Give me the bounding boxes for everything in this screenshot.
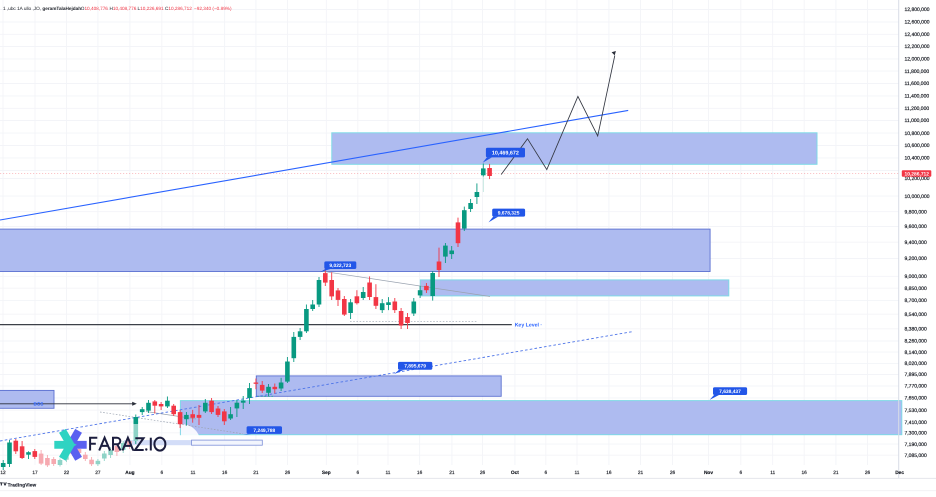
svg-text:Sep: Sep bbox=[322, 470, 331, 476]
svg-text:8,020,000: 8,020,000 bbox=[905, 361, 927, 367]
svg-text:26: 26 bbox=[285, 470, 291, 476]
svg-text:6: 6 bbox=[544, 470, 547, 476]
svg-text:11,400,000: 11,400,000 bbox=[905, 94, 930, 100]
svg-text:17: 17 bbox=[32, 470, 38, 476]
svg-text:11: 11 bbox=[191, 470, 196, 476]
svg-text:16: 16 bbox=[222, 470, 228, 476]
svg-text:12,800,000: 12,800,000 bbox=[905, 7, 930, 13]
svg-text:10,400,000: 10,400,000 bbox=[905, 156, 930, 162]
svg-text:11: 11 bbox=[386, 470, 391, 476]
svg-text:7,410,000: 7,410,000 bbox=[905, 420, 927, 426]
svg-text:9,800,000: 9,800,000 bbox=[905, 209, 927, 215]
svg-text:7,770,000: 7,770,000 bbox=[905, 384, 927, 390]
svg-text:16: 16 bbox=[802, 470, 808, 476]
svg-text:11: 11 bbox=[770, 470, 775, 476]
svg-text:11: 11 bbox=[575, 470, 580, 476]
svg-text:10,469,672: 10,469,672 bbox=[492, 151, 519, 157]
svg-text:1 ,ubc 1A ullo ,JO, geramTalaH: 1 ,ubc 1A ullo ,JO, geramTalaHejdahO10,4… bbox=[3, 6, 232, 11]
svg-text:Key Level ·: Key Level · bbox=[515, 323, 543, 329]
svg-text:7,190,000: 7,190,000 bbox=[905, 442, 927, 448]
svg-text:11,000,000: 11,000,000 bbox=[905, 118, 930, 124]
svg-text:8,380,000: 8,380,000 bbox=[905, 327, 927, 333]
svg-text:6: 6 bbox=[356, 470, 359, 476]
svg-text:11,600,000: 11,600,000 bbox=[905, 81, 930, 87]
svg-text:8,540,000: 8,540,000 bbox=[905, 312, 927, 318]
svg-text:10,600,000: 10,600,000 bbox=[905, 143, 930, 149]
svg-text:Oct: Oct bbox=[511, 470, 519, 476]
svg-text:21: 21 bbox=[253, 470, 259, 476]
svg-text:21: 21 bbox=[638, 470, 644, 476]
svg-text:12,600,000: 12,600,000 bbox=[905, 20, 930, 26]
svg-text:10,286,712: 10,286,712 bbox=[905, 171, 930, 177]
svg-text:9,200,000: 9,200,000 bbox=[905, 256, 927, 262]
svg-text:8,700,000: 8,700,000 bbox=[905, 298, 927, 304]
svg-text:7,650,000: 7,650,000 bbox=[905, 396, 927, 402]
svg-text:6: 6 bbox=[739, 470, 742, 476]
svg-text:Nov: Nov bbox=[704, 470, 713, 476]
svg-text:16: 16 bbox=[417, 470, 423, 476]
svg-text:7,085,000: 7,085,000 bbox=[905, 453, 927, 459]
svg-text:8,850,000: 8,850,000 bbox=[905, 286, 927, 292]
svg-text:26: 26 bbox=[670, 470, 676, 476]
svg-text:26: 26 bbox=[480, 470, 486, 476]
svg-text:Dec: Dec bbox=[895, 470, 904, 476]
svg-text:7,895,000: 7,895,000 bbox=[905, 372, 927, 378]
svg-text:22: 22 bbox=[64, 470, 70, 476]
svg-text:8,140,000: 8,140,000 bbox=[905, 350, 927, 356]
svg-text:7,300,000: 7,300,000 bbox=[905, 431, 927, 437]
svg-text:9,678,325: 9,678,325 bbox=[498, 210, 520, 216]
svg-text:BOS: BOS bbox=[34, 402, 44, 407]
svg-text:11,800,000: 11,800,000 bbox=[905, 69, 930, 75]
svg-text:TradingView: TradingView bbox=[8, 482, 37, 487]
svg-text:7,638,437: 7,638,437 bbox=[719, 389, 741, 395]
svg-text:7,530,000: 7,530,000 bbox=[905, 408, 927, 414]
svg-text:16: 16 bbox=[606, 470, 612, 476]
svg-text:9,000,000: 9,000,000 bbox=[905, 274, 927, 280]
svg-text:10,200,000: 10,200,000 bbox=[905, 176, 930, 182]
svg-text:12,000,000: 12,000,000 bbox=[905, 57, 930, 63]
svg-text:21: 21 bbox=[449, 470, 455, 476]
svg-text:12: 12 bbox=[0, 470, 6, 476]
svg-text:7,249,788: 7,249,788 bbox=[253, 428, 275, 434]
svg-text:Aug: Aug bbox=[125, 470, 134, 476]
svg-text:9,600,000: 9,600,000 bbox=[905, 224, 927, 230]
svg-text:10,000,000: 10,000,000 bbox=[905, 194, 930, 200]
svg-text:7,895,679: 7,895,679 bbox=[404, 364, 426, 370]
svg-text:11,200,000: 11,200,000 bbox=[905, 106, 930, 112]
svg-text:12,400,000: 12,400,000 bbox=[905, 32, 930, 38]
svg-text:9,400,000: 9,400,000 bbox=[905, 240, 927, 246]
svg-text:9,022,723: 9,022,723 bbox=[329, 263, 351, 269]
svg-text:21: 21 bbox=[833, 470, 839, 476]
svg-text:10,800,000: 10,800,000 bbox=[905, 131, 930, 137]
svg-text:26: 26 bbox=[865, 470, 871, 476]
svg-text:12,200,000: 12,200,000 bbox=[905, 44, 930, 50]
svg-text:27: 27 bbox=[95, 470, 101, 476]
svg-text:8,260,000: 8,260,000 bbox=[905, 339, 927, 345]
svg-text:6: 6 bbox=[160, 470, 163, 476]
